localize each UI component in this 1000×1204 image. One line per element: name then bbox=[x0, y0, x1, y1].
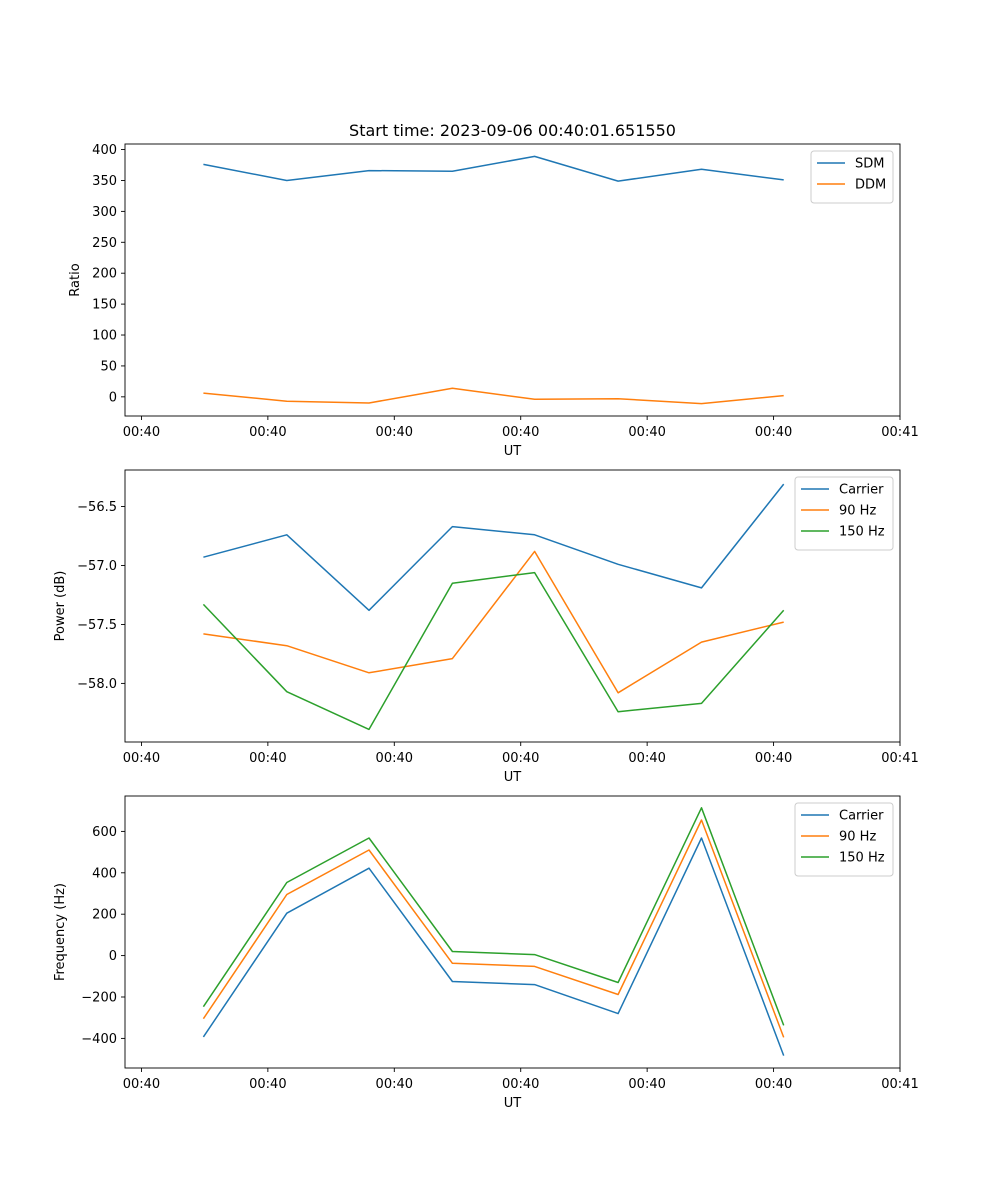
x-tick-label: 00:40 bbox=[755, 1077, 792, 1092]
legend: Carrier 90 Hz 150 Hz bbox=[794, 476, 894, 551]
y-tick-label: −57.0 bbox=[77, 559, 117, 574]
legend-label: DDM bbox=[855, 178, 886, 193]
legend-label: SDM bbox=[855, 157, 884, 172]
legend-label: Carrier bbox=[839, 809, 884, 824]
axes-frame bbox=[124, 469, 901, 743]
y-tick-label: 200 bbox=[92, 908, 117, 923]
series-line-carrier bbox=[203, 483, 785, 612]
panels: 00:40 00:40 00:40 00:40 00:40 00:40 00:41 0 50 10… bbox=[53, 143, 919, 1111]
x-axis-label: UT bbox=[504, 770, 522, 785]
x-tick-label: 00:40 bbox=[755, 425, 792, 440]
x-tick-label: 00:41 bbox=[881, 1077, 918, 1092]
x-tick-label: 00:40 bbox=[376, 425, 413, 440]
x-tick-label: 00:40 bbox=[123, 425, 160, 440]
series-lines bbox=[202, 807, 785, 1056]
y-tick-label: 50 bbox=[100, 359, 117, 374]
legend-label: 90 Hz bbox=[839, 504, 876, 519]
y-tick-label: 350 bbox=[92, 174, 117, 189]
legend: SDM DDM bbox=[810, 150, 894, 204]
y-tick-label: 150 bbox=[92, 298, 117, 313]
legend-box bbox=[810, 150, 894, 204]
panel-3: 00:40 00:40 00:40 00:40 00:40 00:40 00:41 −400 −… bbox=[53, 795, 919, 1111]
x-tick-label: 00:40 bbox=[249, 751, 286, 766]
axes-frame bbox=[124, 143, 901, 417]
series-line-sdm bbox=[203, 155, 784, 182]
x-tick-label: 00:40 bbox=[628, 1077, 665, 1092]
legend-label: 150 Hz bbox=[839, 851, 885, 866]
x-tick-label: 00:41 bbox=[881, 751, 918, 766]
x-tick-label: 00:40 bbox=[502, 1077, 539, 1092]
x-tick-label: 00:40 bbox=[123, 751, 160, 766]
legend: Carrier 90 Hz 150 Hz bbox=[794, 802, 894, 877]
series-line-carrier bbox=[202, 837, 785, 1056]
y-tick-label: 300 bbox=[92, 205, 117, 220]
figure-title: Start time: 2023-09-06 00:40:01.651550 bbox=[349, 121, 676, 140]
x-axis-label: UT bbox=[504, 1096, 522, 1111]
panel-2: 00:40 00:40 00:40 00:40 00:40 00:40 00:41 −58.0… bbox=[53, 469, 919, 785]
y-tick-label: 400 bbox=[92, 866, 117, 881]
y-tick-label: 600 bbox=[92, 825, 117, 840]
x-tick-label: 00:40 bbox=[628, 751, 665, 766]
legend-label: Carrier bbox=[839, 483, 884, 498]
y-tick-label: −400 bbox=[81, 1032, 117, 1047]
y-tick-label: 100 bbox=[92, 329, 117, 344]
x-tick-label: 00:40 bbox=[376, 1077, 413, 1092]
series-line-150-hz bbox=[202, 807, 785, 1026]
x-tick-label: 00:40 bbox=[249, 1077, 286, 1092]
legend-label: 90 Hz bbox=[839, 830, 876, 845]
y-tick-label: −200 bbox=[81, 990, 117, 1005]
x-tick-label: 00:40 bbox=[502, 425, 539, 440]
y-axis-label: Ratio bbox=[68, 263, 83, 296]
series-line-90-hz bbox=[203, 550, 784, 694]
series-line-90-hz bbox=[202, 819, 785, 1038]
y-tick-label: 0 bbox=[109, 390, 117, 405]
y-tick-label: 0 bbox=[109, 949, 117, 964]
y-tick-label: 200 bbox=[92, 267, 117, 282]
panel-1: 00:40 00:40 00:40 00:40 00:40 00:40 00:41 0 50 10… bbox=[68, 143, 919, 459]
x-tick-label: 00:40 bbox=[249, 425, 286, 440]
y-tick-label: 250 bbox=[92, 236, 117, 251]
series-line-150-hz bbox=[202, 571, 785, 731]
y-axis-label: Power (dB) bbox=[53, 571, 68, 642]
x-tick-label: 00:40 bbox=[755, 751, 792, 766]
y-axis-label: Frequency (Hz) bbox=[53, 883, 68, 981]
y-tick-label: −58.0 bbox=[77, 677, 117, 692]
x-tick-label: 00:41 bbox=[881, 425, 918, 440]
series-lines bbox=[202, 483, 785, 731]
series-line-ddm bbox=[203, 387, 784, 405]
x-axis-label: UT bbox=[504, 444, 522, 459]
axes-frame bbox=[124, 795, 901, 1069]
y-tick-label: 400 bbox=[92, 143, 117, 158]
x-tick-label: 00:40 bbox=[123, 1077, 160, 1092]
x-tick-label: 00:40 bbox=[502, 751, 539, 766]
x-tick-label: 00:40 bbox=[376, 751, 413, 766]
y-tick-label: −57.5 bbox=[77, 618, 117, 633]
series-lines bbox=[203, 155, 784, 405]
y-tick-label: −56.5 bbox=[77, 500, 117, 515]
legend-label: 150 Hz bbox=[839, 525, 885, 540]
x-tick-label: 00:40 bbox=[628, 425, 665, 440]
